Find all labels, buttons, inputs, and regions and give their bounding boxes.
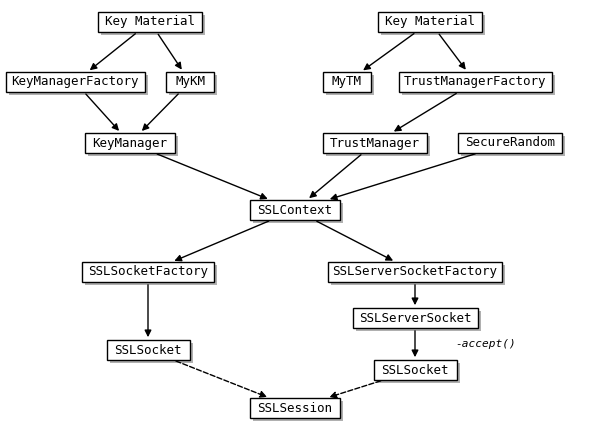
FancyBboxPatch shape	[250, 398, 340, 418]
Text: SSLSession: SSLSession	[258, 402, 333, 415]
Text: SSLSocketFactory: SSLSocketFactory	[88, 266, 208, 279]
FancyBboxPatch shape	[326, 75, 374, 95]
FancyBboxPatch shape	[374, 360, 456, 380]
FancyBboxPatch shape	[458, 133, 562, 153]
FancyBboxPatch shape	[376, 363, 459, 383]
Text: SSLContext: SSLContext	[258, 203, 333, 216]
FancyBboxPatch shape	[356, 311, 480, 331]
FancyBboxPatch shape	[169, 75, 217, 95]
FancyBboxPatch shape	[461, 136, 565, 156]
Text: KeyManager: KeyManager	[93, 136, 167, 149]
Text: KeyManagerFactory: KeyManagerFactory	[11, 75, 139, 88]
Text: SecureRandom: SecureRandom	[465, 136, 555, 149]
FancyBboxPatch shape	[326, 136, 430, 156]
Text: MyTM: MyTM	[332, 75, 362, 88]
FancyBboxPatch shape	[381, 15, 485, 35]
FancyBboxPatch shape	[378, 12, 482, 32]
FancyBboxPatch shape	[352, 308, 478, 328]
FancyBboxPatch shape	[109, 343, 193, 363]
FancyBboxPatch shape	[331, 265, 505, 285]
Text: -accept(): -accept()	[455, 339, 516, 349]
Text: Key Material: Key Material	[385, 16, 475, 29]
FancyBboxPatch shape	[85, 133, 175, 153]
FancyBboxPatch shape	[401, 75, 554, 95]
Text: SSLSocket: SSLSocket	[381, 363, 449, 376]
FancyBboxPatch shape	[250, 200, 340, 220]
FancyBboxPatch shape	[106, 340, 190, 360]
FancyBboxPatch shape	[82, 262, 214, 282]
Text: SSLSocket: SSLSocket	[114, 344, 182, 357]
FancyBboxPatch shape	[323, 133, 427, 153]
FancyBboxPatch shape	[328, 262, 502, 282]
Text: Key Material: Key Material	[105, 16, 195, 29]
FancyBboxPatch shape	[5, 72, 145, 92]
Text: TrustManager: TrustManager	[330, 136, 420, 149]
FancyBboxPatch shape	[98, 12, 202, 32]
Text: TrustManagerFactory: TrustManagerFactory	[404, 75, 546, 88]
FancyBboxPatch shape	[166, 72, 214, 92]
FancyBboxPatch shape	[101, 15, 205, 35]
Text: SSLServerSocket: SSLServerSocket	[359, 312, 471, 325]
FancyBboxPatch shape	[253, 401, 343, 421]
FancyBboxPatch shape	[8, 75, 148, 95]
Text: MyKM: MyKM	[175, 75, 205, 88]
FancyBboxPatch shape	[253, 203, 343, 223]
FancyBboxPatch shape	[85, 265, 217, 285]
FancyBboxPatch shape	[398, 72, 551, 92]
FancyBboxPatch shape	[323, 72, 371, 92]
Text: SSLServerSocketFactory: SSLServerSocketFactory	[333, 266, 498, 279]
FancyBboxPatch shape	[88, 136, 178, 156]
